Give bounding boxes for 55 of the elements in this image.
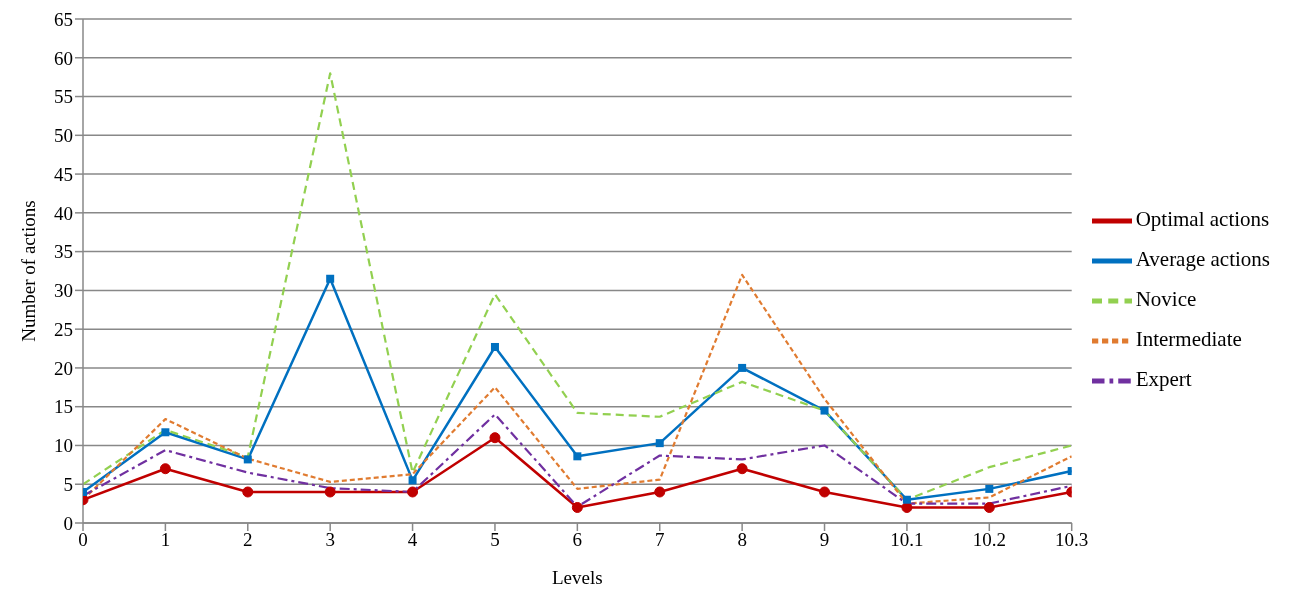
legend-label: Novice [1135,286,1197,311]
x-tick-label: 7 [654,529,665,551]
y-tick-label: 60 [54,47,73,69]
point [243,455,252,464]
x-tick-label: 3 [325,529,335,551]
y-tick-label: 35 [54,241,73,263]
point [408,476,417,485]
point [983,501,995,513]
legend-label: Expert [1135,366,1192,391]
x-tick-label: 2 [243,529,253,551]
y-tick-label: 0 [63,512,73,534]
point [820,406,829,415]
x-tick-label: 0 [78,529,88,551]
legend-label: Intermediate [1135,326,1242,351]
point [654,486,666,498]
point [571,501,583,513]
legend-label: Optimal actions [1135,206,1270,231]
y-tick-label: 15 [54,396,73,418]
point [242,486,254,498]
point [985,484,994,493]
point [736,463,748,475]
x-tick-label: 9 [819,529,830,551]
point [819,486,831,498]
y-tick-label: 40 [54,202,73,224]
y-tick-label: 50 [54,125,73,147]
y-tick-label: 45 [54,163,73,185]
point [489,432,501,444]
x-tick-label: 10.2 [972,529,1006,551]
point [738,363,747,372]
y-tick-label: 30 [54,280,73,302]
point [324,486,336,498]
x-tick-label: 1 [160,529,171,551]
x-tick-label: 4 [407,529,418,551]
y-tick-label: 25 [54,318,73,340]
x-axis-title: Levels [552,567,603,589]
y-tick-label: 20 [54,357,73,379]
point [902,495,911,504]
legend-label: Average actions [1135,246,1270,271]
point [573,452,582,461]
x-tick-label: 5 [490,529,500,551]
point [490,342,499,351]
y-tick-label: 5 [63,473,73,495]
point [407,486,419,498]
y-tick-label: 10 [54,435,73,457]
point [159,463,171,475]
x-tick-label: 10.3 [1055,529,1089,551]
x-tick-label: 6 [572,529,583,551]
point [161,428,170,437]
y-axis-title: Number of actions [17,200,39,342]
x-tick-label: 10.1 [890,529,924,551]
y-tick-label: 65 [54,8,73,30]
point [655,439,664,448]
point [326,274,335,283]
y-tick-label: 55 [54,86,73,108]
x-tick-label: 8 [737,529,747,551]
